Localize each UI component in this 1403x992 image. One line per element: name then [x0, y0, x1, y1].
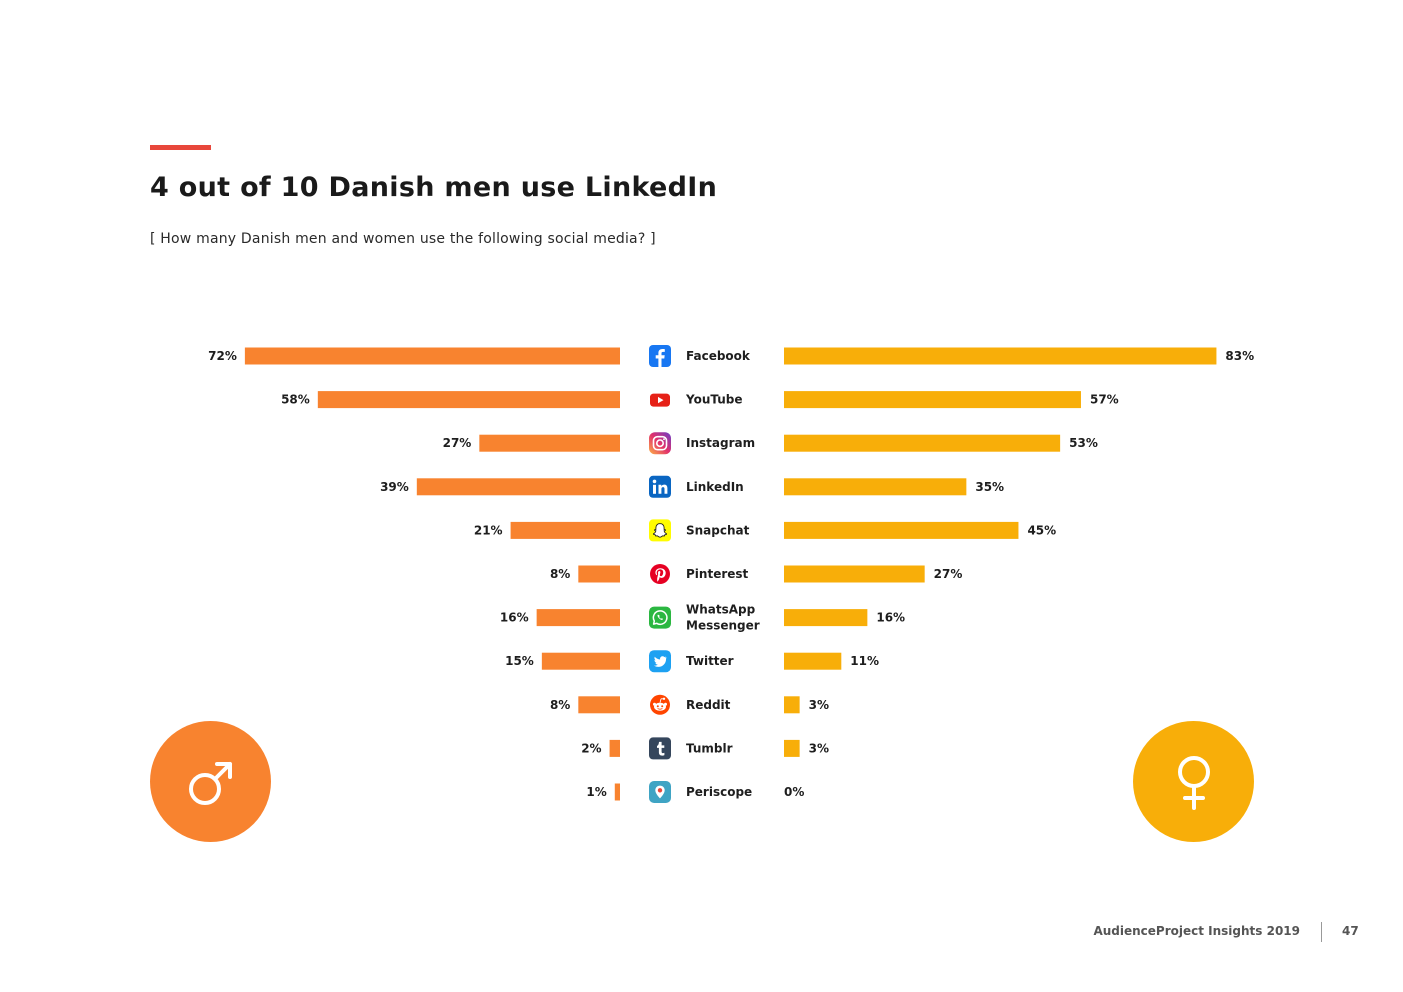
bar-men — [317, 391, 620, 409]
bar-men — [536, 609, 620, 627]
male-symbol-icon — [188, 761, 232, 805]
value-label-women: 57% — [1090, 393, 1119, 407]
value-label-men: 21% — [474, 523, 503, 537]
page-number: 47 — [1342, 924, 1359, 938]
page-subtitle: [ How many Danish men and women use the … — [150, 231, 656, 247]
facebook-icon — [649, 345, 671, 367]
bar-men — [609, 739, 620, 757]
bar-men — [578, 565, 620, 583]
value-label-women: 0% — [784, 785, 804, 799]
bar-men — [244, 347, 620, 365]
linkedin-icon — [649, 475, 671, 498]
tumblr-icon — [649, 737, 671, 760]
bar-men — [510, 521, 620, 539]
bar-women — [784, 739, 800, 757]
platform-label: YouTube — [685, 393, 743, 407]
page-title: 4 out of 10 Danish men use LinkedIn — [150, 172, 718, 203]
value-label-women: 45% — [1027, 523, 1056, 537]
bar-women — [784, 609, 868, 627]
platform-label: Facebook — [686, 349, 751, 363]
value-label-women: 11% — [850, 654, 879, 668]
bar-women — [784, 434, 1061, 452]
footer-brand: AudienceProject Insights 2019 — [1093, 924, 1300, 938]
platform-label: Pinterest — [686, 567, 749, 581]
value-label-men: 16% — [500, 611, 529, 625]
instagram-icon — [649, 432, 671, 455]
twitter-icon — [649, 650, 671, 673]
value-label-men: 39% — [380, 480, 409, 494]
value-label-women: 3% — [809, 698, 829, 712]
female-symbol-icon — [1177, 755, 1210, 810]
platform-label: LinkedIn — [686, 480, 744, 494]
bar-women — [784, 347, 1217, 365]
value-label-men: 72% — [208, 349, 237, 363]
platform-label: Snapchat — [686, 523, 750, 537]
bar-women — [784, 478, 967, 496]
value-label-women: 83% — [1225, 349, 1254, 363]
value-label-men: 2% — [581, 741, 601, 755]
whatsapp-icon — [649, 606, 671, 629]
value-label-women: 35% — [975, 480, 1004, 494]
periscope-icon — [649, 781, 671, 803]
bar-men — [541, 652, 620, 670]
bar-men — [416, 478, 620, 496]
platform-label: Instagram — [686, 436, 755, 450]
male-circle — [150, 721, 271, 842]
bar-women — [784, 652, 842, 670]
platform-label: Periscope — [686, 785, 752, 799]
value-label-men: 15% — [505, 654, 534, 668]
value-label-men: 8% — [550, 698, 570, 712]
value-label-men: 1% — [586, 785, 606, 799]
snapchat-icon — [649, 519, 671, 542]
reddit-icon — [650, 694, 670, 715]
value-label-women: 16% — [876, 611, 905, 625]
pinterest-icon — [650, 564, 670, 584]
bar-men — [479, 434, 620, 452]
value-label-men: 58% — [281, 393, 310, 407]
bar-men — [614, 783, 620, 801]
platform-label: Reddit — [686, 698, 731, 712]
platform-label: WhatsApp Messenger — [686, 603, 760, 633]
value-label-men: 8% — [550, 567, 570, 581]
bar-women — [784, 391, 1081, 409]
value-label-women: 3% — [809, 741, 829, 755]
bar-women — [784, 521, 1019, 539]
youtube-icon — [650, 393, 670, 407]
accent-line — [150, 145, 211, 150]
value-label-men: 27% — [443, 436, 472, 450]
value-label-women: 53% — [1069, 436, 1098, 450]
bar-women — [784, 565, 925, 583]
female-circle — [1133, 721, 1254, 842]
bar-men — [578, 696, 620, 714]
footer-divider — [1321, 922, 1322, 942]
bar-women — [784, 696, 800, 714]
platform-label: Twitter — [686, 654, 734, 668]
platform-label: Tumblr — [686, 741, 733, 755]
value-label-women: 27% — [934, 567, 963, 581]
